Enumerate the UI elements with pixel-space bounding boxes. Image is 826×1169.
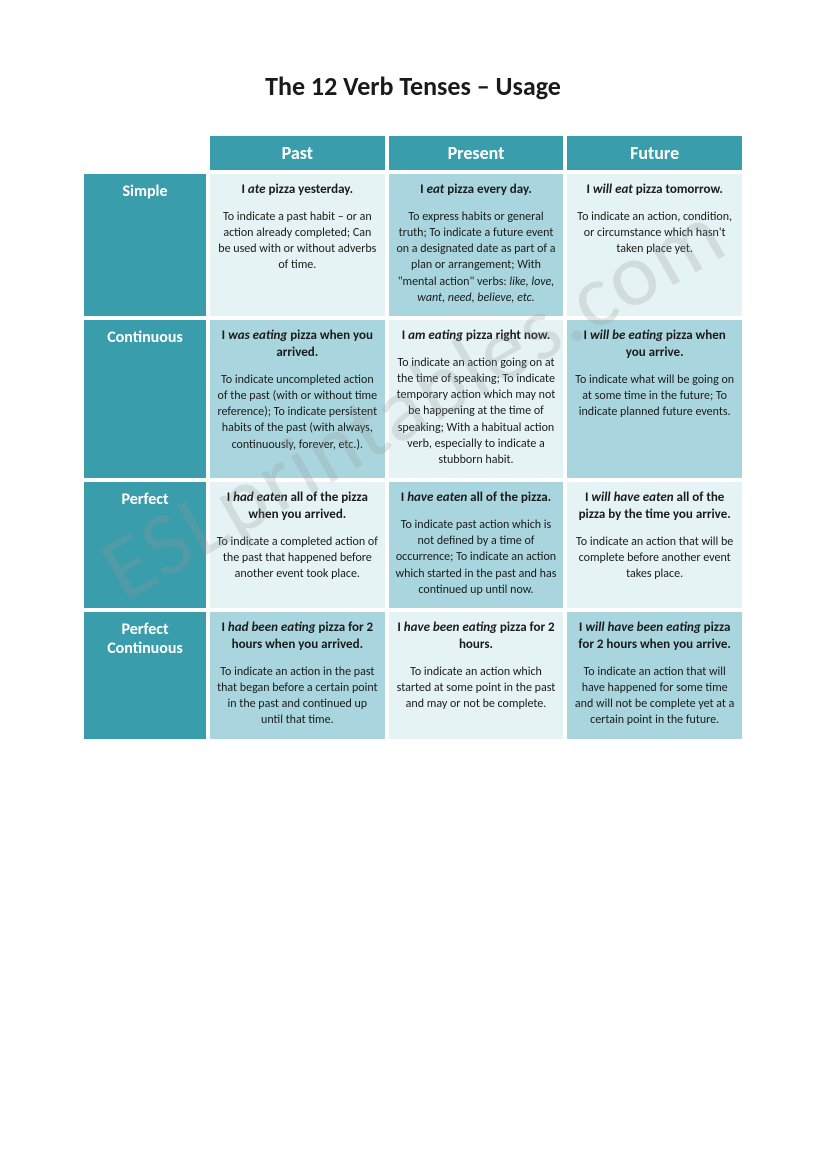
description: To indicate a past habit – or an action … bbox=[216, 209, 379, 274]
corner-cell bbox=[84, 136, 206, 170]
cell-continuous-future: I will be eating pizza when you arrive. … bbox=[567, 320, 742, 478]
row-header-continuous: Continuous bbox=[84, 320, 206, 478]
cell-simple-present: I eat pizza every day. To express habits… bbox=[389, 174, 564, 316]
example: I eat pizza every day. bbox=[395, 182, 558, 199]
row-continuous: Continuous I was eating pizza when you a… bbox=[84, 320, 742, 478]
example: I will be eating pizza when you arrive. bbox=[573, 328, 736, 362]
header-row: Past Present Future bbox=[84, 136, 742, 170]
example: I have eaten all of the pizza. bbox=[395, 490, 558, 507]
col-future: Future bbox=[567, 136, 742, 170]
cell-pc-past: I had been eating pizza for 2 hours when… bbox=[210, 612, 385, 739]
description: To indicate past action which is not def… bbox=[395, 517, 558, 598]
row-perfect-continuous: Perfect Continuous I had been eating piz… bbox=[84, 612, 742, 739]
cell-simple-future: I will eat pizza tomorrow. To indicate a… bbox=[567, 174, 742, 316]
page-title: The 12 Verb Tenses – Usage bbox=[80, 70, 746, 102]
cell-perfect-future: I will have eaten all of the pizza by th… bbox=[567, 482, 742, 608]
cell-pc-present: I have been eating pizza for 2 hours. To… bbox=[389, 612, 564, 739]
description: To indicate an action in the past that b… bbox=[216, 664, 379, 729]
cell-perfect-past: I had eaten all of the pizza when you ar… bbox=[210, 482, 385, 608]
example: I had eaten all of the pizza when you ar… bbox=[216, 490, 379, 524]
document-page: ESLprintables.com The 12 Verb Tenses – U… bbox=[0, 0, 826, 803]
example: I was eating pizza when you arrived. bbox=[216, 328, 379, 362]
tense-table: Past Present Future Simple I ate pizza y… bbox=[80, 132, 746, 743]
example: I am eating pizza right now. bbox=[395, 328, 558, 345]
cell-perfect-present: I have eaten all of the pizza. To indica… bbox=[389, 482, 564, 608]
example: I ate pizza yesterday. bbox=[216, 182, 379, 199]
description: To express habits or general truth; To i… bbox=[395, 209, 558, 306]
description: To indicate an action that will have hap… bbox=[573, 664, 736, 729]
example: I will eat pizza tomorrow. bbox=[573, 182, 736, 199]
example: I will have eaten all of the pizza by th… bbox=[573, 490, 736, 524]
cell-continuous-present: I am eating pizza right now. To indicate… bbox=[389, 320, 564, 478]
row-header-perfect-continuous: Perfect Continuous bbox=[84, 612, 206, 739]
cell-continuous-past: I was eating pizza when you arrived. To … bbox=[210, 320, 385, 478]
row-simple: Simple I ate pizza yesterday. To indicat… bbox=[84, 174, 742, 316]
example: I have been eating pizza for 2 hours. bbox=[395, 620, 558, 654]
description: To indicate a completed action of the pa… bbox=[216, 534, 379, 583]
col-present: Present bbox=[389, 136, 564, 170]
cell-pc-future: I will have been eating pizza for 2 hour… bbox=[567, 612, 742, 739]
col-past: Past bbox=[210, 136, 385, 170]
row-perfect: Perfect I had eaten all of the pizza whe… bbox=[84, 482, 742, 608]
row-header-simple: Simple bbox=[84, 174, 206, 316]
description: To indicate an action, condition, or cir… bbox=[573, 209, 736, 258]
example: I will have been eating pizza for 2 hour… bbox=[573, 620, 736, 654]
description: To indicate an action which started at s… bbox=[395, 664, 558, 713]
example: I had been eating pizza for 2 hours when… bbox=[216, 620, 379, 654]
description: To indicate uncompleted action of the pa… bbox=[216, 372, 379, 453]
description: To indicate an action going on at the ti… bbox=[395, 355, 558, 468]
description: To indicate an action that will be compl… bbox=[573, 534, 736, 583]
description: To indicate what will be going on at som… bbox=[573, 372, 736, 421]
cell-simple-past: I ate pizza yesterday. To indicate a pas… bbox=[210, 174, 385, 316]
row-header-perfect: Perfect bbox=[84, 482, 206, 608]
